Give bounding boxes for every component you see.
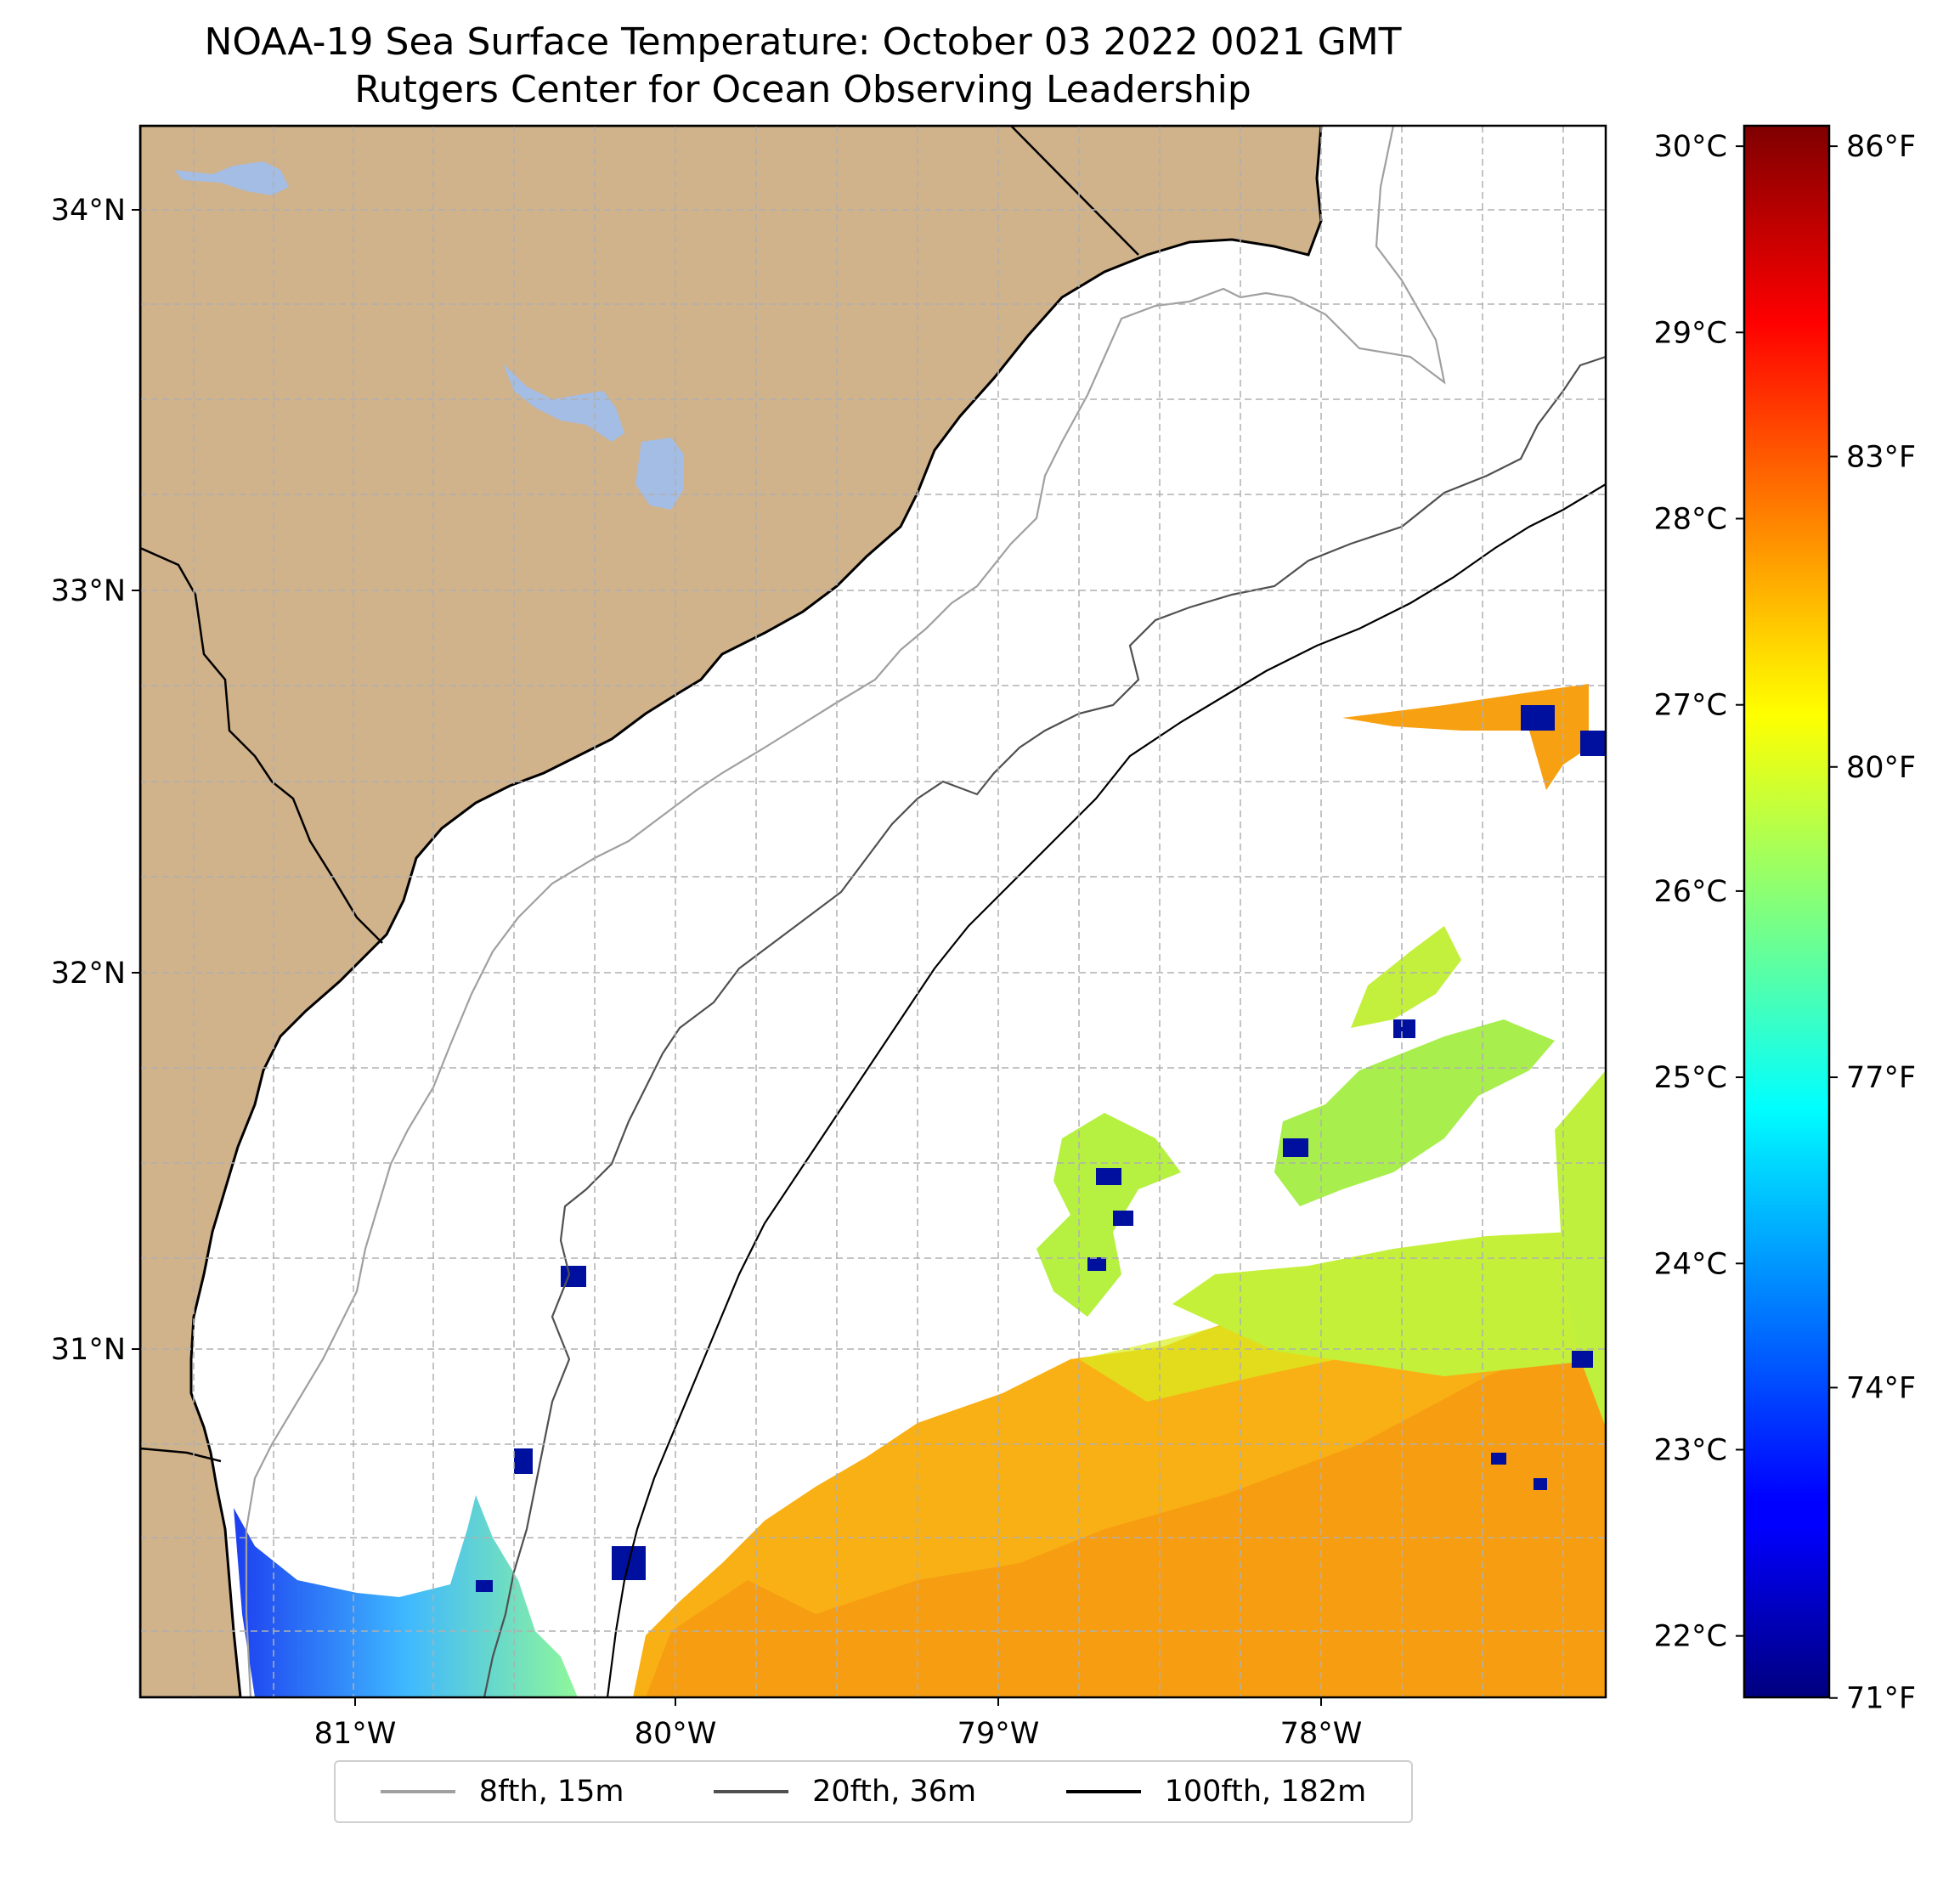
latitude-axis: 34°N 33°N 32°N 31°N (51, 194, 140, 1367)
sst-east-edge (1555, 1070, 1606, 1427)
fahrenheit-label: 86°F (1846, 130, 1916, 164)
land-mass (140, 126, 1323, 1697)
lat-label-32: 32°N (51, 957, 126, 991)
map-title: NOAA-19 Sea Surface Temperature: October… (204, 20, 1402, 64)
sst-patch-east (1274, 1019, 1555, 1206)
fahrenheit-label: 71°F (1846, 1682, 1916, 1716)
colorbar-celsius-scale: 30°C 29°C 28°C 27°C 26°C 25°C 24°C 23°C 22°C (1654, 130, 1744, 1654)
celsius-label: 22°C (1654, 1620, 1727, 1654)
legend-label-20fth: 20fth, 36m (812, 1775, 977, 1809)
legend-item-100fth: 100fth, 182m (1065, 1775, 1367, 1809)
fahrenheit-label: 77°F (1846, 1061, 1916, 1095)
lon-label-81: 81°W (314, 1717, 397, 1751)
legend-line-8fth (380, 1790, 455, 1793)
longitude-axis: 81°W 80°W 79°W 78°W (314, 1697, 1363, 1751)
isobath-8fth-line (245, 126, 1446, 1697)
celsius-label: 27°C (1654, 689, 1727, 723)
lon-label-79: 79°W (957, 1717, 1040, 1751)
gridlines (140, 126, 1606, 1697)
fahrenheit-label: 80°F (1846, 751, 1916, 785)
colorbar-gradient (1743, 124, 1831, 1699)
sst-southwest-cold (234, 1495, 578, 1697)
sst-warm-orange-band (646, 1325, 1606, 1697)
sst-data (234, 684, 1606, 1697)
sst-offshore-patch (1172, 1223, 1606, 1376)
isobath-100fth-line (606, 483, 1606, 1697)
lat-label-33: 33°N (51, 574, 126, 608)
isobath-20fth-line (483, 355, 1606, 1697)
map-frame (138, 124, 1607, 1699)
legend-item-20fth: 20fth, 36m (714, 1775, 976, 1809)
fahrenheit-label: 74°F (1846, 1371, 1916, 1405)
legend-line-100fth (1065, 1790, 1141, 1793)
lon-ticks (354, 1697, 1322, 1706)
lon-label-78: 78°W (1280, 1717, 1363, 1751)
sst-patch-center (1036, 1113, 1181, 1317)
lake-small (174, 161, 289, 195)
state-border-west (140, 546, 383, 944)
celsius-label: 25°C (1654, 1061, 1727, 1095)
state-border (1010, 126, 1139, 256)
lat-label-34: 34°N (51, 194, 126, 228)
colorbar-fahrenheit-scale: 86°F 83°F 80°F 77°F 74°F 71°F (1829, 130, 1916, 1716)
celsius-label: 30°C (1654, 130, 1727, 164)
lake-marion (503, 364, 624, 442)
sst-patch-northeast (1351, 926, 1461, 1028)
lake-moultrie (635, 438, 684, 510)
lat-ticks (132, 209, 140, 1350)
celsius-label: 29°C (1654, 316, 1727, 350)
legend-label-8fth: 8fth, 15m (478, 1775, 624, 1809)
celsius-label: 23°C (1654, 1433, 1727, 1467)
lon-label-80: 80°W (635, 1717, 717, 1751)
celsius-label: 24°C (1654, 1247, 1727, 1281)
map-subtitle: Rutgers Center for Ocean Observing Leade… (354, 68, 1251, 111)
legend-label-100fth: 100fth, 182m (1164, 1775, 1367, 1809)
celsius-label: 28°C (1654, 503, 1727, 537)
legend-line-20fth (714, 1790, 789, 1793)
legend-item-8fth: 8fth, 15m (380, 1775, 624, 1809)
celsius-label: 26°C (1654, 875, 1727, 909)
state-border-south (140, 1447, 222, 1463)
isobath-legend: 8fth, 15m 20fth, 36m 100fth, 182m (334, 1760, 1413, 1823)
fahrenheit-label: 83°F (1846, 440, 1916, 474)
colorbar: 30°C 29°C 28°C 27°C 26°C 25°C 24°C 23°C 22°C 86°… (1654, 124, 1916, 1716)
lat-label-31: 31°N (51, 1333, 126, 1367)
